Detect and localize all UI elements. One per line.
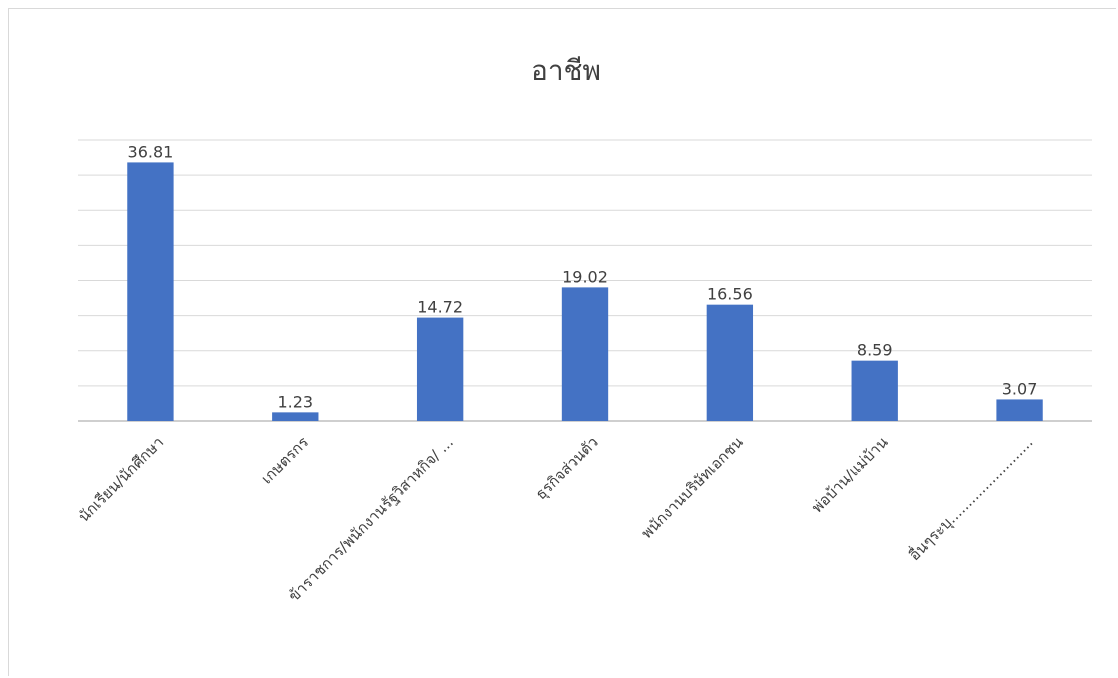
data-label: 3.07 xyxy=(1002,379,1038,398)
category-label: เกษตรกร xyxy=(258,433,312,487)
data-label: 16.56 xyxy=(707,285,753,304)
category-labels: นักเรียน/นักศึกษา เกษตรกรข้าราชการ/พนักงา… xyxy=(75,432,1037,606)
data-label: 19.02 xyxy=(562,267,608,286)
data-label: 36.81 xyxy=(128,142,174,161)
category-label: ธุรกิจส่วนตัว xyxy=(532,433,603,504)
chart-title: อาชีพ xyxy=(531,54,601,87)
bar xyxy=(706,304,754,421)
data-labels: 36.81 1.23 14.72 19.02 16.56 8.59 3.07 xyxy=(128,142,1038,411)
bar xyxy=(416,317,464,421)
bars xyxy=(127,162,1043,422)
data-label: 1.23 xyxy=(277,392,313,411)
category-label: ข้าราชการ/พนักงานรัฐวิสาหกิจ/ ... xyxy=(285,433,457,605)
category-label: นักเรียน/นักศึกษา xyxy=(75,433,168,526)
category-label: พ่อบ้าน/แม่บ้าน xyxy=(808,433,891,516)
bar xyxy=(272,412,319,421)
data-label: 14.72 xyxy=(417,298,463,317)
bar xyxy=(851,360,898,421)
category-label: อื่นๆระบุ........................ xyxy=(904,432,1037,565)
bar xyxy=(561,287,609,421)
bar xyxy=(127,162,174,422)
data-label: 8.59 xyxy=(857,341,893,360)
category-label: พนักงานบริษัทเอกชน xyxy=(638,433,747,542)
bar xyxy=(996,399,1043,421)
